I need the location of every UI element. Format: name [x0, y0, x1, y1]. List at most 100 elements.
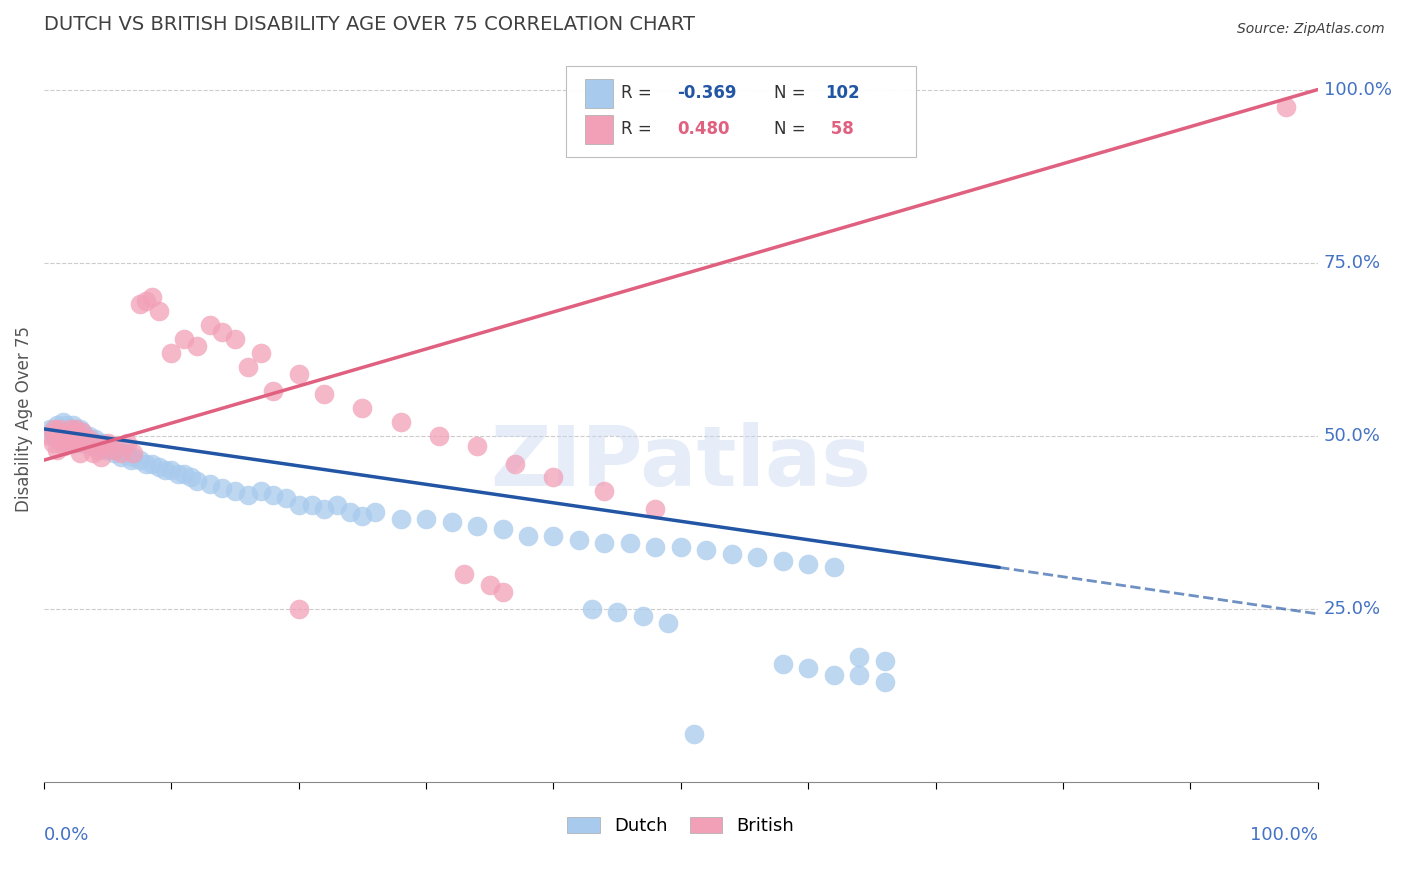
Point [48, 422, 70, 436]
Point [44, 422, 66, 436]
Point [288, 498, 311, 512]
Point [772, 657, 794, 672]
Point [314, 501, 336, 516]
Point [77, 429, 100, 443]
Point [427, 429, 450, 443]
Point [89, 439, 111, 453]
Point [72, 435, 94, 450]
Point [84, 435, 107, 450]
Point [62, 418, 84, 433]
Text: 50.0%: 50.0% [1324, 427, 1381, 445]
Text: DUTCH VS BRITISH DISABILITY AGE OVER 75 CORRELATION CHART: DUTCH VS BRITISH DISABILITY AGE OVER 75 … [44, 15, 695, 34]
Point [180, 470, 202, 484]
Point [94, 442, 117, 457]
Point [695, 543, 717, 558]
Point [60, 435, 83, 450]
Point [657, 615, 679, 630]
Text: 0.0%: 0.0% [44, 826, 90, 844]
Point [644, 501, 666, 516]
Point [65, 422, 87, 436]
Point [517, 529, 540, 543]
Text: N =: N = [773, 120, 811, 138]
Point [389, 415, 412, 429]
Point [720, 547, 742, 561]
Point [67, 433, 90, 447]
Point [153, 463, 176, 477]
Point [491, 584, 513, 599]
Point [73, 435, 96, 450]
Point [42, 435, 65, 450]
Point [69, 446, 91, 460]
Point [186, 474, 208, 488]
Point [236, 359, 259, 374]
Point [823, 667, 845, 681]
Point [69, 422, 91, 436]
Bar [585, 115, 613, 145]
Point [45, 442, 67, 457]
Point [543, 529, 565, 543]
Text: 100.0%: 100.0% [1324, 80, 1392, 99]
Point [173, 332, 195, 346]
Point [42, 425, 65, 440]
Point [86, 435, 108, 450]
Point [619, 536, 641, 550]
Point [58, 422, 80, 436]
Point [120, 453, 142, 467]
Point [440, 516, 463, 530]
Point [75, 433, 97, 447]
Point [52, 415, 75, 429]
Point [110, 446, 132, 460]
Point [224, 332, 246, 346]
Point [58, 422, 80, 436]
Point [110, 450, 132, 464]
Point [67, 429, 90, 443]
Point [56, 435, 79, 450]
Point [97, 439, 120, 453]
Text: N =: N = [773, 84, 811, 102]
Point [352, 401, 374, 416]
Point [58, 433, 80, 447]
Point [314, 387, 336, 401]
Point [79, 435, 101, 450]
Point [82, 439, 104, 453]
Point [160, 345, 183, 359]
Text: ZIPatlas: ZIPatlas [491, 422, 872, 503]
Point [198, 318, 221, 332]
Point [135, 457, 157, 471]
Point [51, 433, 73, 447]
Point [63, 433, 86, 447]
Point [82, 446, 104, 460]
Point [568, 533, 591, 547]
Point [60, 425, 83, 440]
Point [160, 463, 183, 477]
Point [631, 608, 654, 623]
Point [45, 425, 67, 440]
Text: -0.369: -0.369 [678, 84, 737, 102]
Point [58, 435, 80, 450]
Point [224, 484, 246, 499]
Text: 100.0%: 100.0% [1250, 826, 1317, 844]
Point [211, 325, 233, 339]
Point [56, 429, 79, 443]
Point [141, 290, 163, 304]
Y-axis label: Disability Age Over 75: Disability Age Over 75 [15, 326, 32, 511]
Point [873, 674, 896, 689]
Point [669, 540, 692, 554]
Point [148, 460, 170, 475]
Point [53, 425, 76, 440]
Point [772, 553, 794, 567]
Point [115, 435, 138, 450]
Point [301, 498, 323, 512]
Point [65, 435, 87, 450]
Point [72, 425, 94, 440]
Point [39, 422, 62, 436]
Point [211, 481, 233, 495]
Point [186, 339, 208, 353]
Text: 0.480: 0.480 [678, 120, 730, 138]
Point [389, 512, 412, 526]
Point [364, 505, 387, 519]
Point [128, 297, 150, 311]
Point [415, 512, 437, 526]
Point [274, 491, 297, 506]
Point [103, 442, 125, 457]
